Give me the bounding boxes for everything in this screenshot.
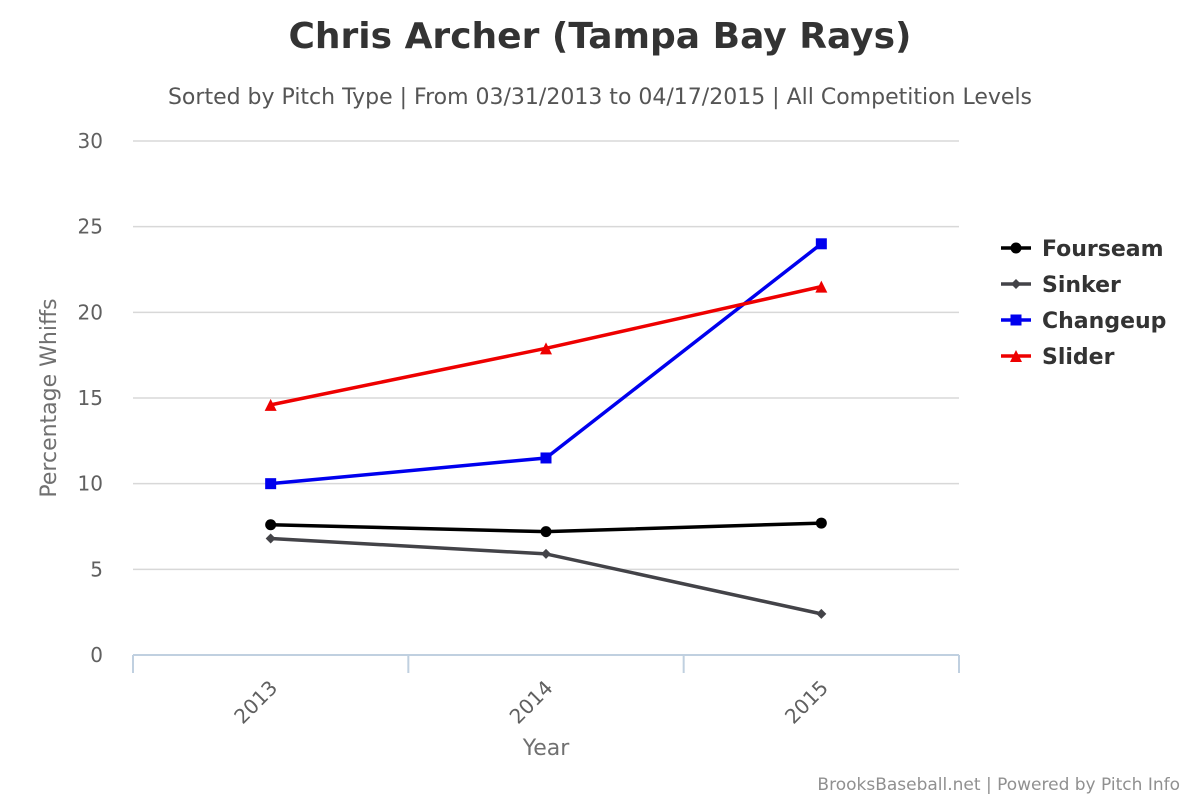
y-tick-label: 0 (90, 643, 103, 667)
data-point-changeup[interactable] (815, 238, 827, 250)
series-group (264, 238, 828, 619)
x-tick-label: 2015 (780, 676, 833, 729)
series-sinker (265, 533, 827, 619)
series-slider (264, 280, 828, 411)
y-tick-label: 30 (78, 129, 103, 153)
credits-text[interactable]: BrooksBaseball.net | Powered by Pitch In… (817, 775, 1180, 795)
data-point-fourseam[interactable] (265, 519, 277, 531)
x-tick-label: 2014 (505, 676, 558, 729)
legend-marker-slider[interactable] (1010, 350, 1022, 362)
legend-item-slider[interactable]: Slider (1001, 345, 1115, 370)
legend-marker-changeup[interactable] (1010, 314, 1022, 326)
series-line-changeup[interactable] (268, 242, 824, 486)
data-point-sinker[interactable] (265, 533, 276, 544)
series-changeup (265, 238, 827, 490)
x-tick-label: 2013 (229, 676, 282, 729)
y-tick-label: 5 (90, 557, 103, 581)
x-axis: 2013 2014 2015 (132, 654, 960, 729)
x-axis-title: Year (522, 736, 571, 761)
data-point-sinker[interactable] (816, 608, 827, 619)
legend-label-slider: Slider (1042, 345, 1115, 370)
legend-label-sinker: Sinker (1042, 273, 1121, 298)
legend-item-sinker[interactable]: Sinker (1001, 273, 1121, 298)
y-tick-label: 20 (78, 300, 103, 324)
y-axis-ticks: 0 5 10 15 20 25 30 (78, 129, 103, 667)
data-point-fourseam[interactable] (815, 517, 827, 529)
data-point-fourseam[interactable] (540, 526, 552, 538)
chart-title: Chris Archer (Tampa Bay Rays) (288, 16, 911, 57)
data-point-sinker[interactable] (541, 548, 551, 559)
legend-label-changeup: Changeup (1042, 309, 1166, 334)
legend-item-fourseam[interactable]: Fourseam (1001, 237, 1164, 262)
data-point-slider[interactable] (815, 280, 828, 293)
legend-label-fourseam: Fourseam (1042, 237, 1164, 262)
data-point-changeup[interactable] (265, 478, 277, 490)
y-tick-label: 25 (78, 215, 103, 239)
legend-marker-fourseam[interactable] (1010, 242, 1022, 254)
series-fourseam (265, 517, 827, 538)
data-point-slider[interactable] (540, 342, 552, 355)
legend-marker-sinker[interactable] (1011, 279, 1021, 289)
gridlines (133, 140, 959, 571)
data-point-changeup[interactable] (540, 452, 552, 464)
y-axis-title: Percentage Whiffs (37, 298, 62, 497)
legend-item-changeup[interactable]: Changeup (1001, 309, 1166, 334)
y-tick-label: 10 (78, 472, 103, 496)
y-tick-label: 15 (78, 386, 103, 410)
chart-subtitle: Sorted by Pitch Type | From 03/31/2013 t… (168, 85, 1032, 110)
data-point-slider[interactable] (264, 398, 277, 411)
legend[interactable]: Fourseam Sinker Changeup Slider (1001, 237, 1166, 370)
